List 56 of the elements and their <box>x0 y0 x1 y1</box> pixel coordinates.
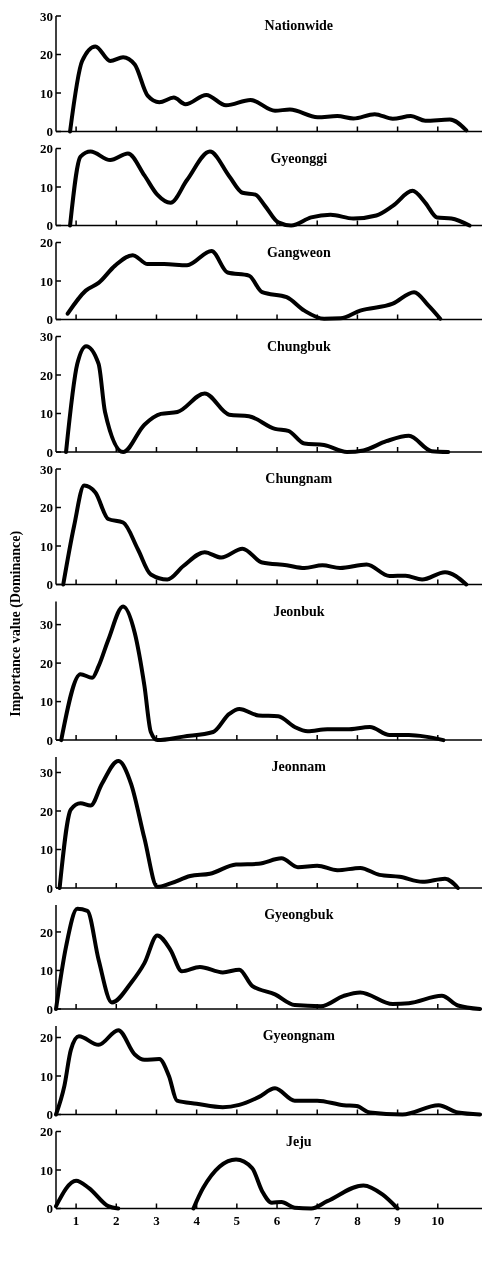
y-tick-label: 0 <box>46 577 53 593</box>
y-tick-label: 0 <box>46 444 53 460</box>
chart-title: Gyeonggi <box>270 150 328 166</box>
chart-title: Jeju <box>285 1133 312 1149</box>
y-tick-label: 20 <box>40 1030 53 1046</box>
chart-title: Jeonbuk <box>273 603 325 619</box>
y-tick-label: 0 <box>46 880 53 896</box>
x-tick-label: 6 <box>273 1212 281 1228</box>
y-tick-label: 0 <box>46 124 53 140</box>
y-tick-label: 20 <box>40 500 53 516</box>
x-tick-label: 3 <box>153 1212 161 1228</box>
y-tick-label: 10 <box>40 273 53 289</box>
y-tick-label: 0 <box>46 312 53 328</box>
chart-title: Nationwide <box>264 18 334 33</box>
y-tick-label: 10 <box>40 842 53 858</box>
x-tick-label: 1 <box>72 1212 80 1228</box>
y-tick-label: 20 <box>40 924 53 940</box>
x-tick-label: 9 <box>394 1212 402 1228</box>
y-tick-label: 30 <box>40 617 53 633</box>
y-tick-label: 10 <box>40 1068 53 1084</box>
y-tick-label: 30 <box>40 765 53 781</box>
x-tick-label: 2 <box>113 1212 120 1228</box>
y-tick-label: 20 <box>40 1124 53 1140</box>
y-tick-label: 30 <box>40 329 53 345</box>
y-tick-label: 0 <box>46 1201 53 1217</box>
y-tick-label: 20 <box>40 141 53 157</box>
y-tick-label: 20 <box>40 235 53 251</box>
chart-title: Gangweon <box>266 244 331 260</box>
y-tick-label: 30 <box>40 461 53 477</box>
x-tick-label: 4 <box>193 1212 201 1228</box>
chart-title: Chungbuk <box>266 338 331 354</box>
y-tick-label: 30 <box>40 8 53 24</box>
x-tick-label: 10 <box>431 1212 445 1228</box>
y-tick-label: 0 <box>46 218 53 234</box>
y-tick-label: 10 <box>40 538 53 554</box>
y-tick-label: 10 <box>40 694 53 710</box>
y-tick-label: 20 <box>40 655 53 671</box>
chart-title: Jeonnam <box>271 759 327 775</box>
y-tick-label: 20 <box>40 803 53 819</box>
x-tick-label: 5 <box>233 1212 241 1228</box>
y-tick-label: 20 <box>40 367 53 383</box>
y-tick-label: 20 <box>40 47 53 63</box>
chart-title: Chungnam <box>265 471 333 486</box>
x-tick-label: 7 <box>313 1212 321 1228</box>
y-tick-label: 10 <box>40 1162 53 1178</box>
y-tick-label: 10 <box>40 85 53 101</box>
chart-title: Gyeongbuk <box>264 907 334 922</box>
y-tick-label: 0 <box>46 732 53 748</box>
y-tick-label: 0 <box>46 1001 53 1017</box>
y-tick-label: 10 <box>40 963 53 978</box>
y-tick-label: 10 <box>40 179 53 195</box>
y-tick-label: 0 <box>46 1107 53 1123</box>
y-axis-title: Importance value (Dominance) <box>8 530 24 717</box>
chart-title: Gyeongnam <box>262 1027 336 1043</box>
y-tick-label: 10 <box>40 406 53 422</box>
x-tick-label: 8 <box>354 1212 362 1228</box>
